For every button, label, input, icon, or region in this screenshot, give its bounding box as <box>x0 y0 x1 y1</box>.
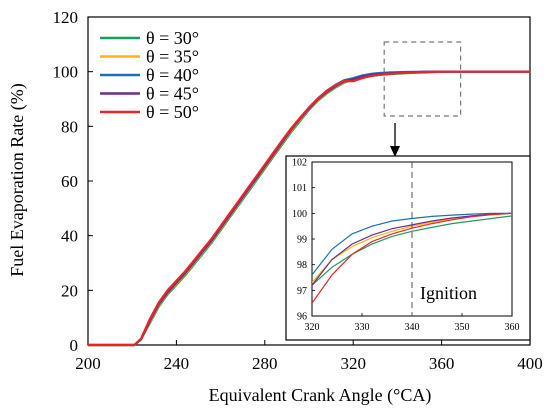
legend: θ = 30°θ = 35°θ = 40°θ = 45°θ = 50° <box>100 28 199 122</box>
y-axis-title: Fuel Evaporation Rate (%) <box>7 83 28 276</box>
zoom-region-rect <box>383 41 462 117</box>
inset-y-tick-label: 101 <box>292 183 307 194</box>
y-tick-label: 40 <box>61 227 78 246</box>
x-tick-label: 240 <box>164 354 190 373</box>
legend-label: θ = 35° <box>146 47 199 67</box>
y-tick-label: 120 <box>53 8 79 27</box>
legend-label: θ = 30° <box>146 28 199 48</box>
y-tick-label: 20 <box>61 281 78 300</box>
inset-x-tick-label: 360 <box>505 322 520 333</box>
x-tick-label: 360 <box>429 354 455 373</box>
inset-x-tick-label: 340 <box>405 322 420 333</box>
inset-y-tick-label: 100 <box>292 209 307 220</box>
legend-label: θ = 40° <box>146 65 199 85</box>
inset-chart: 320 330 340 350 360 96 97 98 99 100 101 102 Ignition <box>285 155 531 341</box>
x-axis-title: Equivalent Crank Angle (°CA) <box>209 385 432 406</box>
inset-y-tick-label: 98 <box>297 260 307 271</box>
y-tick-label: 60 <box>61 172 78 191</box>
inset-y-tick-label: 102 <box>292 158 307 169</box>
inset-series-line <box>312 212 512 304</box>
x-tick-label: 280 <box>252 354 278 373</box>
x-tick-label: 320 <box>340 354 366 373</box>
x-tick-label: 400 <box>517 354 543 373</box>
inset-series-line <box>312 215 512 286</box>
main-axes: 200 240 280 320 360 400 0 20 40 60 80 100 120 <box>53 8 543 373</box>
zoom-region-box <box>383 41 462 157</box>
zoom-arrow-head <box>390 146 400 157</box>
inset-x-tick-label: 330 <box>355 322 370 333</box>
inset-x-tick-label: 320 <box>305 322 320 333</box>
inset-y-tick-label: 96 <box>297 312 307 323</box>
inset-y-tick-label: 99 <box>297 235 307 246</box>
y-tick-label: 80 <box>61 117 78 136</box>
y-tick-label: 0 <box>70 336 79 355</box>
y-tick-label: 100 <box>53 63 79 82</box>
main-series <box>88 70 530 347</box>
inset-y-tick-label: 97 <box>297 286 307 297</box>
inset-series-line <box>312 212 512 276</box>
legend-label: θ = 45° <box>146 84 199 104</box>
inset-background <box>285 155 531 341</box>
x-tick-label: 200 <box>75 354 101 373</box>
series-line <box>88 70 530 347</box>
ignition-label: Ignition <box>420 283 477 303</box>
inset-x-tick-label: 350 <box>455 322 470 333</box>
legend-label: θ = 50° <box>146 102 199 122</box>
